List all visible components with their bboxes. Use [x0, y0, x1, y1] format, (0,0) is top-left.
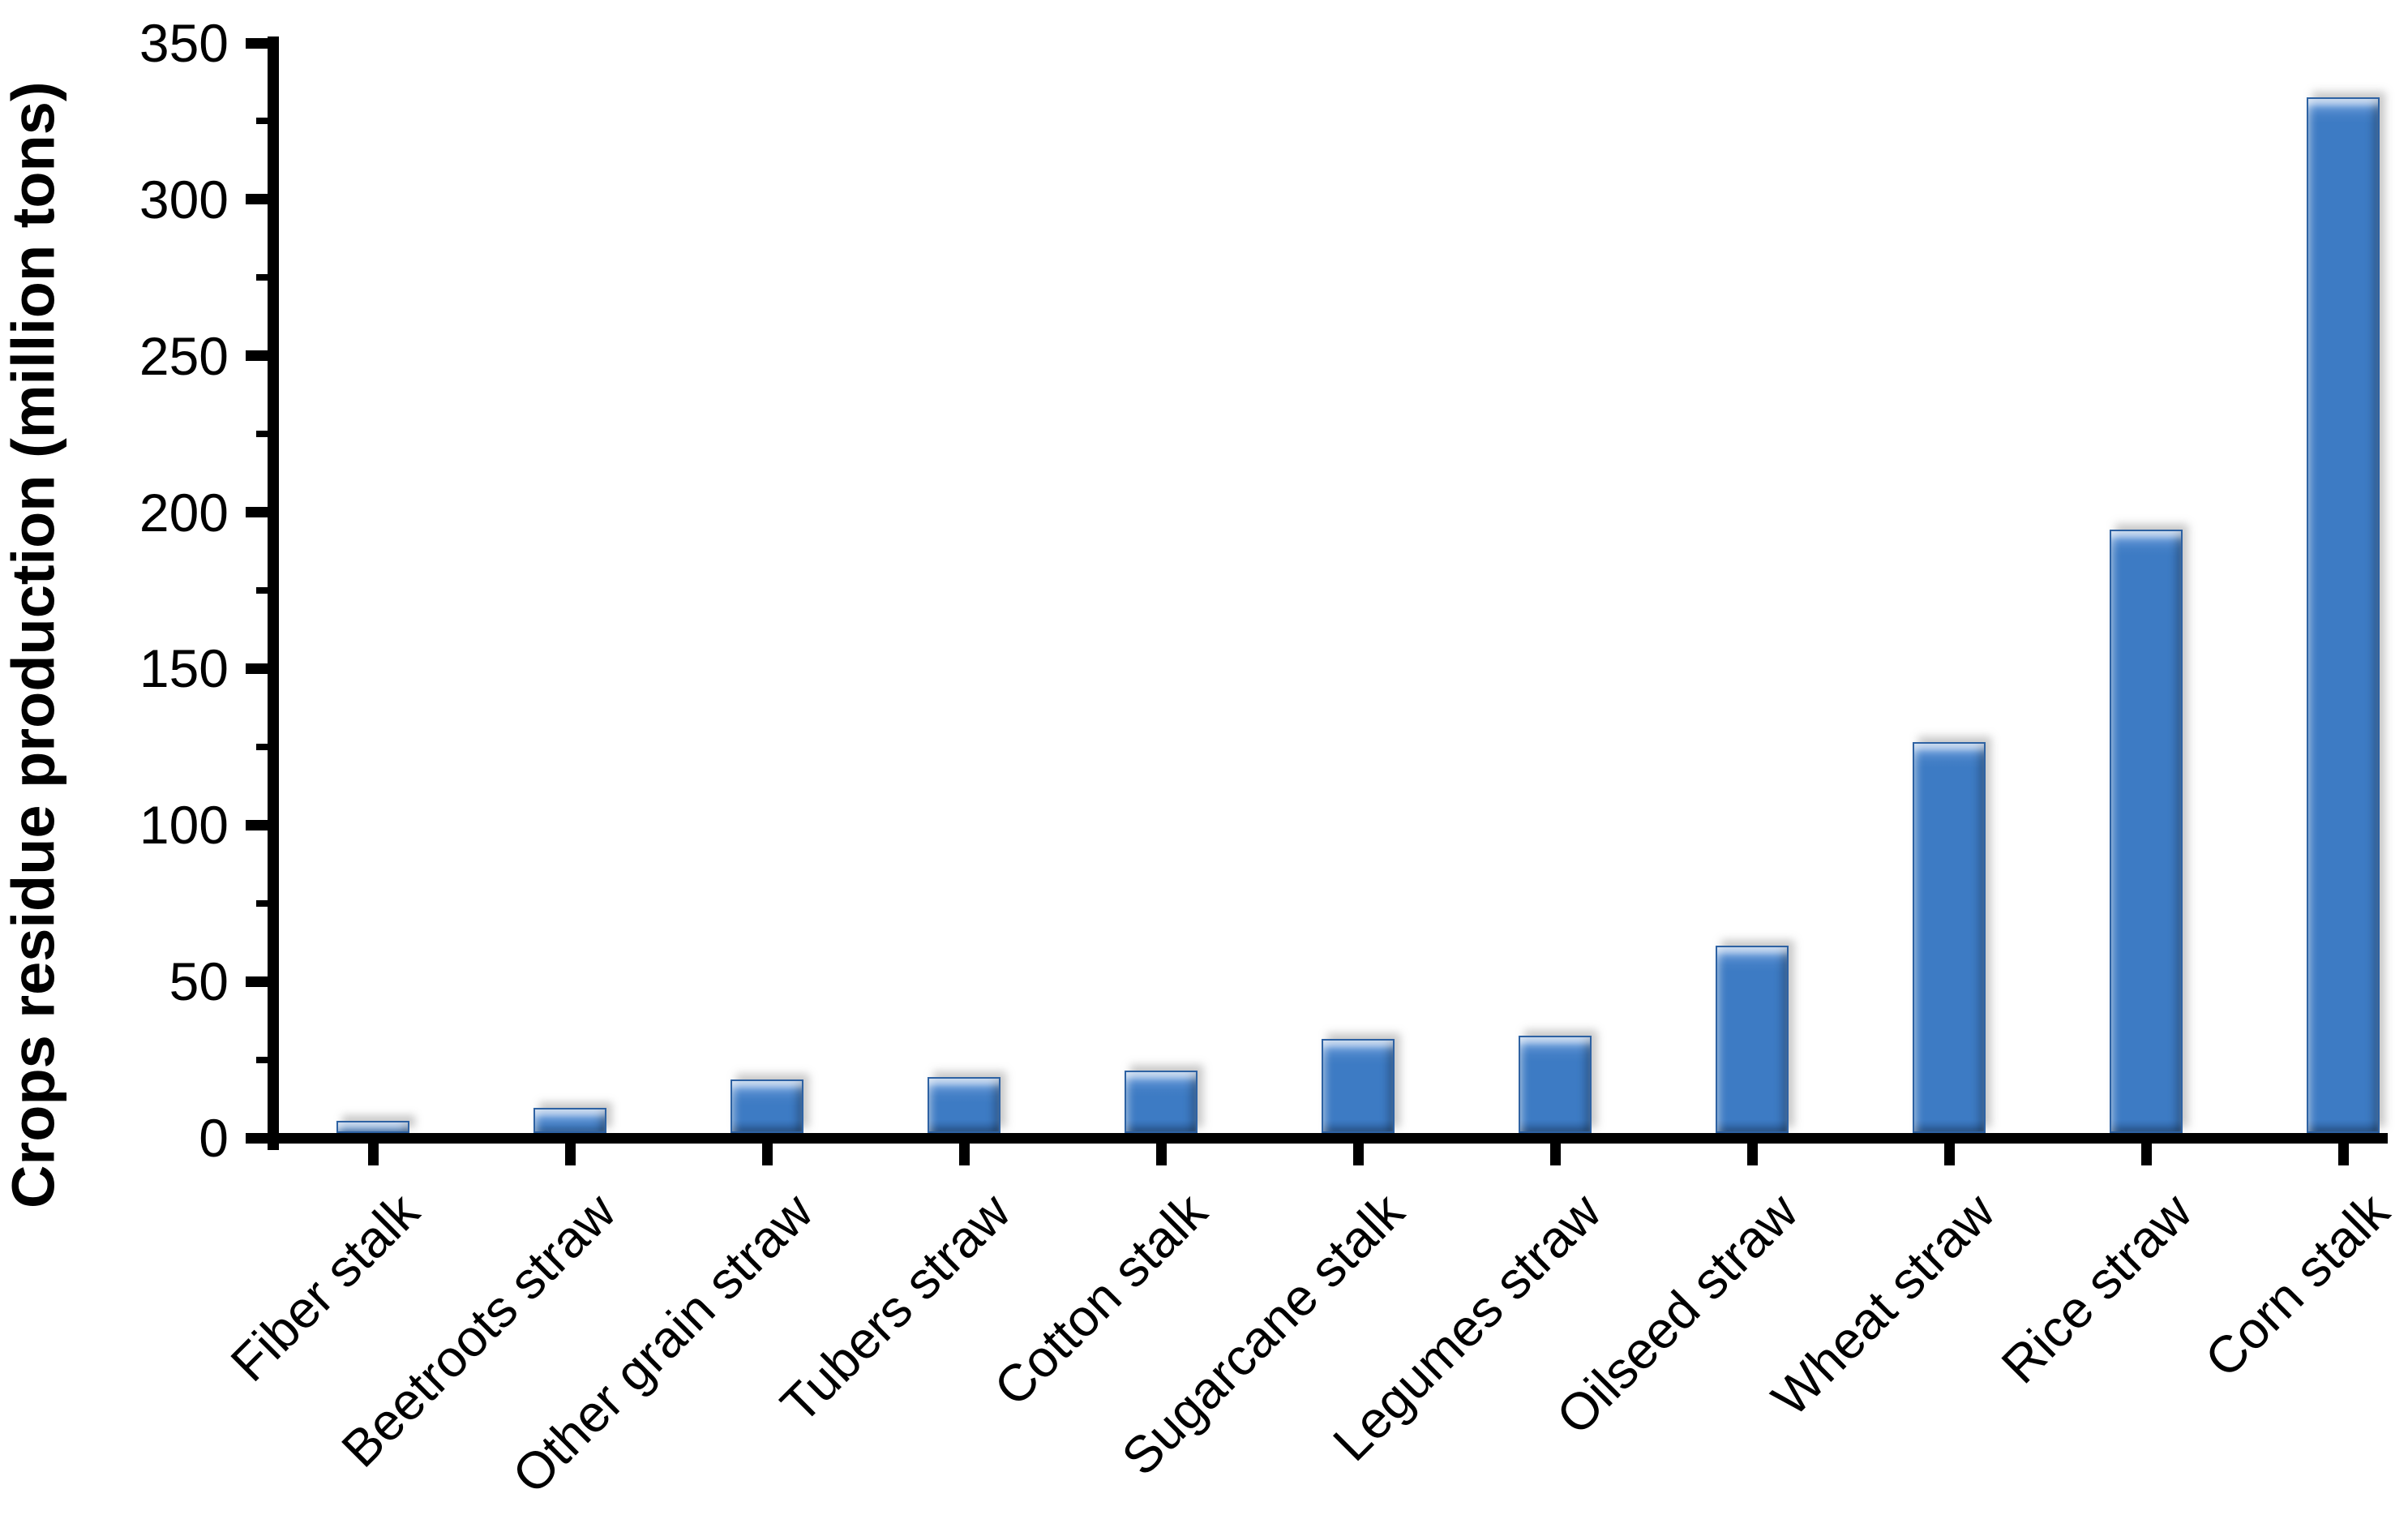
y-tick-label: 50: [169, 951, 229, 1012]
y-tick: [246, 819, 268, 830]
y-axis-title: Crops residue production (million tons): [0, 81, 67, 1208]
x-axis-line: [246, 1133, 2388, 1144]
y-tick-label: 150: [139, 638, 229, 699]
y-minor-tick: [256, 587, 268, 594]
y-minor-tick: [256, 1056, 268, 1063]
y-tick: [246, 1132, 268, 1144]
bar: [533, 1108, 606, 1133]
bar: [2110, 529, 2183, 1133]
y-minor-tick: [256, 118, 268, 125]
x-tick-label: Corn stalk: [2193, 1182, 2401, 1388]
y-tick: [246, 350, 268, 362]
y-tick: [246, 194, 268, 205]
y-tick-label: 350: [139, 13, 229, 73]
x-tick-label: Rice straw: [1990, 1182, 2204, 1395]
y-minor-tick: [256, 899, 268, 907]
x-tick: [1549, 1144, 1561, 1165]
bar: [2307, 97, 2380, 1133]
bar: [1519, 1036, 1592, 1133]
bar: [1716, 945, 1789, 1133]
y-tick: [246, 976, 268, 987]
y-tick-label: 100: [139, 795, 229, 856]
y-minor-tick: [256, 274, 268, 281]
x-tick: [1155, 1144, 1167, 1165]
bar: [731, 1079, 803, 1133]
x-tick: [2140, 1144, 2152, 1165]
y-tick: [246, 663, 268, 674]
bar: [928, 1076, 1000, 1133]
x-tick: [2337, 1144, 2349, 1165]
bar: [1125, 1070, 1198, 1133]
y-axis-line: [268, 36, 279, 1150]
y-tick-label: 300: [139, 169, 229, 230]
x-tick: [958, 1144, 970, 1165]
x-tick: [367, 1144, 379, 1165]
y-minor-tick: [256, 431, 268, 438]
x-tick: [1352, 1144, 1364, 1165]
x-tick: [1943, 1144, 1955, 1165]
y-tick: [246, 37, 268, 49]
x-tick-label: Fiber stalk: [219, 1182, 431, 1393]
y-tick: [246, 507, 268, 518]
bar: [1913, 741, 1986, 1133]
x-tick: [761, 1144, 773, 1165]
y-tick-label: 0: [199, 1108, 229, 1168]
y-tick-label: 250: [139, 325, 229, 386]
y-minor-tick: [256, 743, 268, 750]
x-tick: [564, 1144, 576, 1165]
x-tick: [1746, 1144, 1758, 1165]
bar: [336, 1120, 409, 1133]
y-tick-label: 200: [139, 482, 229, 543]
bar: [1322, 1039, 1395, 1133]
